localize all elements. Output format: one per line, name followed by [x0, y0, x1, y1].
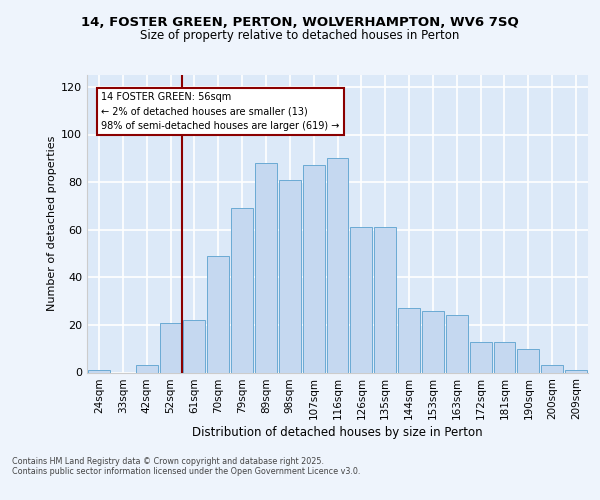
Bar: [184, 320, 205, 372]
Text: 14, FOSTER GREEN, PERTON, WOLVERHAMPTON, WV6 7SQ: 14, FOSTER GREEN, PERTON, WOLVERHAMPTON,…: [81, 16, 519, 30]
Bar: [565, 370, 587, 372]
Bar: [446, 316, 468, 372]
Bar: [136, 366, 158, 372]
Text: Contains HM Land Registry data © Crown copyright and database right 2025.: Contains HM Land Registry data © Crown c…: [12, 458, 324, 466]
Bar: [422, 310, 444, 372]
Y-axis label: Number of detached properties: Number of detached properties: [47, 136, 57, 312]
Bar: [470, 342, 491, 372]
Bar: [541, 366, 563, 372]
Bar: [88, 370, 110, 372]
Bar: [255, 163, 277, 372]
Bar: [279, 180, 301, 372]
Bar: [231, 208, 253, 372]
Bar: [517, 348, 539, 372]
Bar: [350, 228, 373, 372]
X-axis label: Distribution of detached houses by size in Perton: Distribution of detached houses by size …: [192, 426, 483, 440]
Bar: [494, 342, 515, 372]
Bar: [374, 228, 396, 372]
Text: Contains public sector information licensed under the Open Government Licence v3: Contains public sector information licen…: [12, 468, 361, 476]
Text: Size of property relative to detached houses in Perton: Size of property relative to detached ho…: [140, 28, 460, 42]
Bar: [398, 308, 420, 372]
Bar: [207, 256, 229, 372]
Bar: [302, 166, 325, 372]
Bar: [326, 158, 349, 372]
Text: 14 FOSTER GREEN: 56sqm
← 2% of detached houses are smaller (13)
98% of semi-deta: 14 FOSTER GREEN: 56sqm ← 2% of detached …: [101, 92, 340, 132]
Bar: [160, 322, 181, 372]
